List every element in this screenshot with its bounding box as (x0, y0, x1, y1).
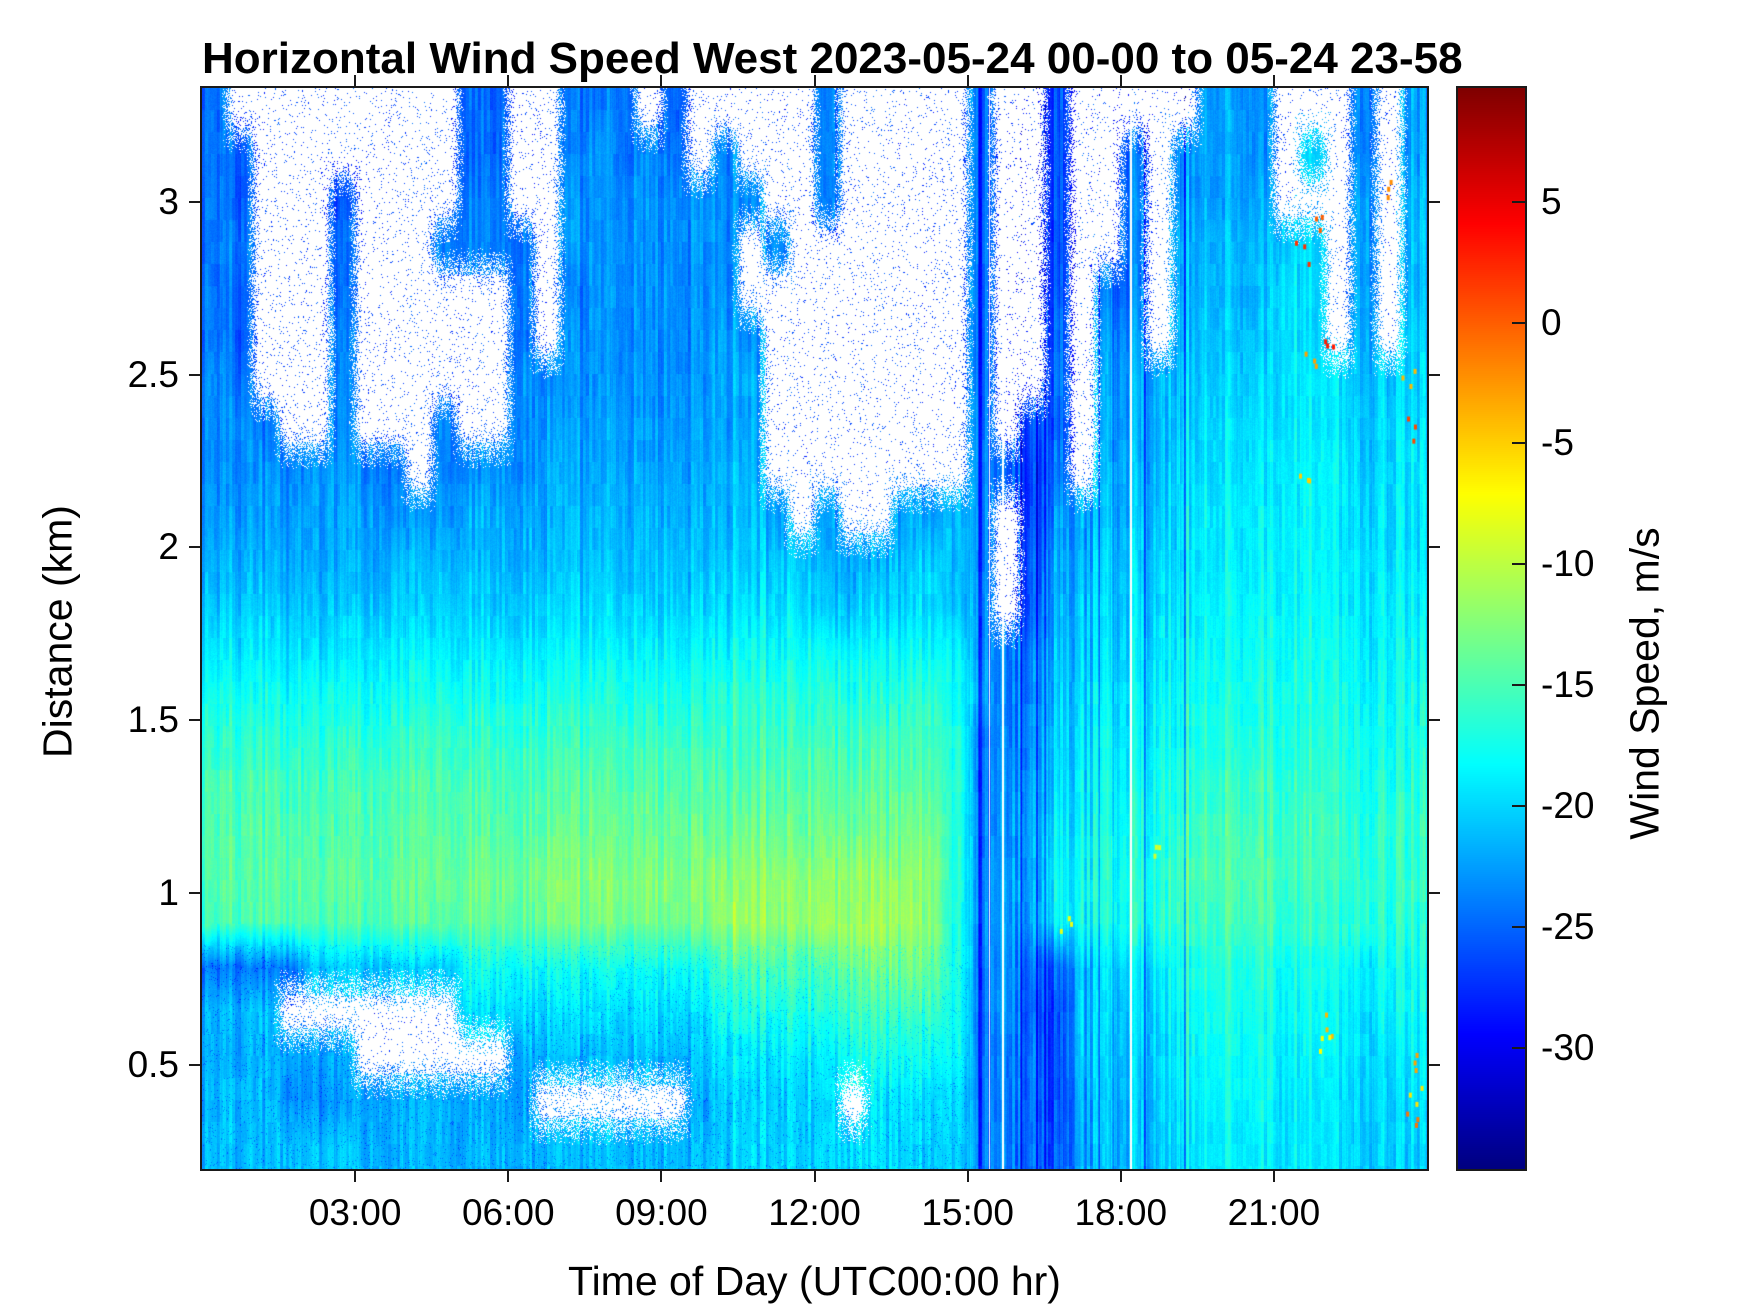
x-tick-label: 09:00 (615, 1192, 708, 1233)
x-tick-mark (354, 1169, 357, 1182)
x-tick-mark-top (966, 75, 969, 88)
y-tick-mark (189, 546, 202, 549)
colorbar-tick-label: -20 (1541, 785, 1595, 827)
y-tick-mark-right (1427, 891, 1440, 894)
x-tick-label: 15:00 (921, 1192, 1014, 1233)
y-tick-label: 0.5 (127, 1044, 179, 1086)
colorbar-tick-label: -25 (1541, 906, 1595, 948)
colorbar-tick-mark (1512, 805, 1525, 808)
colorbar-tick-label: 0 (1541, 301, 1562, 343)
colorbar-gradient (1458, 88, 1525, 1169)
colorbar-axis-label: Wind Speed, m/s (1621, 527, 1668, 840)
colorbar-tick-mark (1512, 200, 1525, 203)
x-axis-label: Time of Day (UTC00:00 hr) (568, 1258, 1061, 1304)
y-tick-mark (189, 891, 202, 894)
y-axis-label: Distance (km) (34, 505, 81, 758)
y-tick-mark (189, 1064, 202, 1067)
x-tick-mark-top (354, 75, 357, 88)
y-tick-mark (189, 200, 202, 203)
x-tick-mark (1119, 1169, 1122, 1182)
colorbar-tick-mark (1512, 321, 1525, 324)
y-tick-mark-right (1427, 373, 1440, 376)
x-tick-label: 12:00 (768, 1192, 861, 1233)
heatmap-canvas (202, 88, 1427, 1169)
colorbar-tick-label: -5 (1541, 422, 1574, 464)
x-tick-mark-top (507, 75, 510, 88)
y-tick-label: 2 (158, 526, 179, 568)
colorbar-tick-mark (1512, 926, 1525, 929)
colorbar-tick-mark (1512, 442, 1525, 445)
x-tick-label: 06:00 (461, 1192, 555, 1233)
x-tick-mark-top (1272, 75, 1275, 88)
y-tick-mark-right (1427, 546, 1440, 549)
x-tick-mark-top (813, 75, 816, 88)
x-tick-mark-top (660, 75, 663, 88)
y-tick-label: 2.5 (127, 353, 179, 395)
y-tick-label: 3 (158, 180, 179, 222)
x-tick-mark (507, 1169, 510, 1182)
y-tick-label: 1.5 (127, 699, 179, 741)
y-tick-label: 1 (158, 871, 179, 913)
y-tick-mark (189, 373, 202, 376)
colorbar-tick-label: -10 (1541, 543, 1595, 585)
x-tick-label: 21:00 (1227, 1192, 1321, 1233)
colorbar-tick-mark (1512, 684, 1525, 687)
y-tick-mark-right (1427, 1064, 1440, 1067)
x-tick-label: 03:00 (308, 1192, 402, 1233)
y-tick-mark-right (1427, 719, 1440, 722)
colorbar-tick-mark (1512, 563, 1525, 566)
x-tick-mark (813, 1169, 816, 1182)
colorbar-tick-label: -30 (1541, 1027, 1595, 1069)
y-tick-mark-right (1427, 200, 1440, 203)
x-tick-mark (1272, 1169, 1275, 1182)
colorbar-tick-mark (1512, 1047, 1525, 1050)
x-tick-label: 18:00 (1074, 1192, 1168, 1233)
x-tick-mark-top (1119, 75, 1122, 88)
x-tick-mark (660, 1169, 663, 1182)
chart-title: Horizontal Wind Speed West 2023-05-24 00… (202, 34, 1463, 83)
y-tick-mark (189, 719, 202, 722)
colorbar-tick-label: 5 (1541, 180, 1562, 222)
x-tick-mark (966, 1169, 969, 1182)
colorbar-tick-label: -15 (1541, 664, 1595, 706)
